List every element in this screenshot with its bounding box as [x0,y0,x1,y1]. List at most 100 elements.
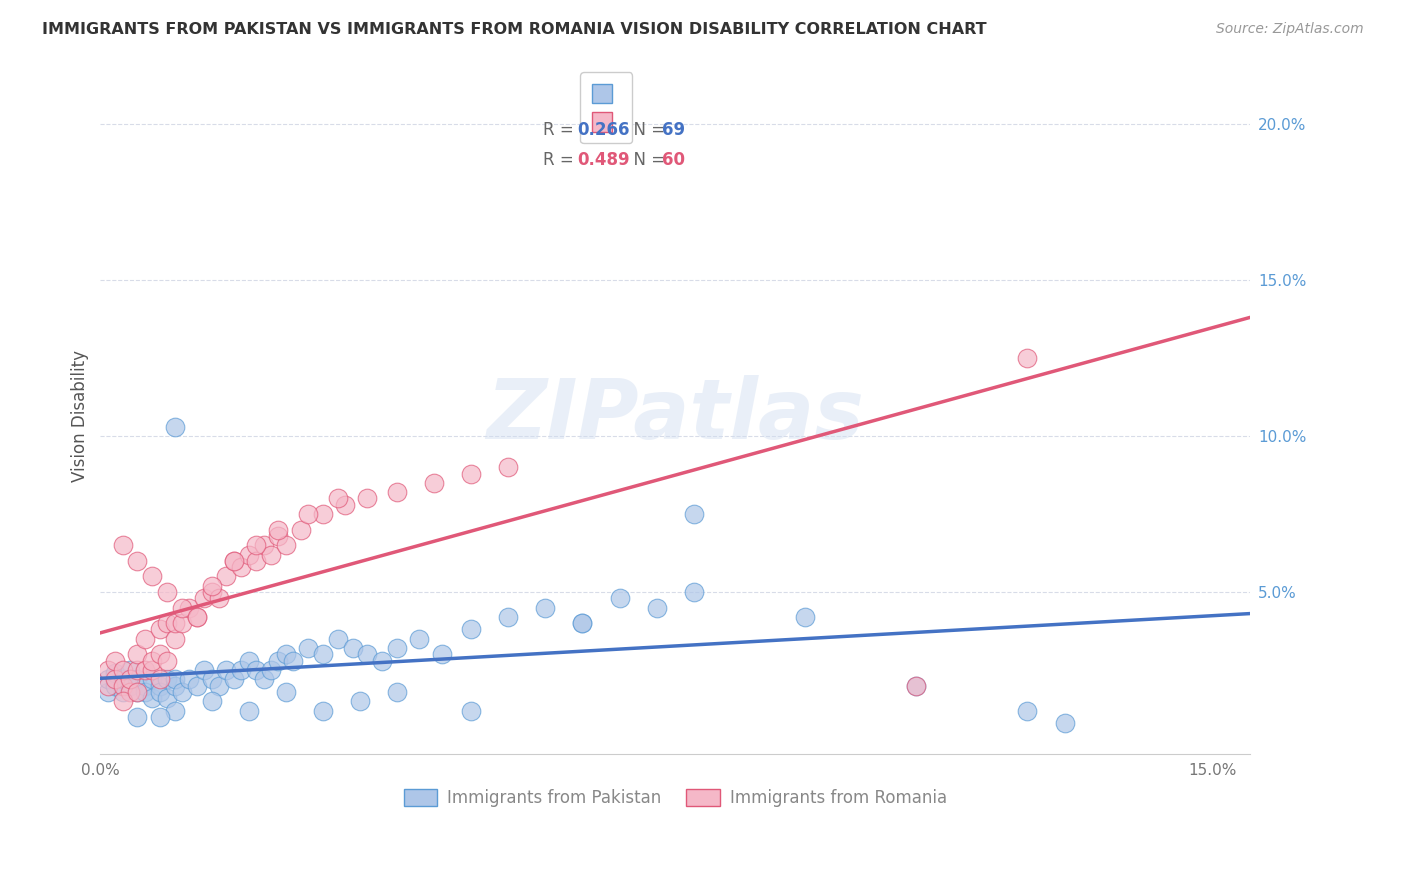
Point [245,538,267,552]
Point [111,663,134,677]
Text: R =: R = [543,151,579,169]
Point [215,569,238,583]
Point [118,685,141,699]
Point [283,654,305,668]
Point [430,648,453,662]
Point [274,538,297,552]
Point [793,610,815,624]
Point [141,691,163,706]
Point [326,632,349,646]
Point [127,685,149,699]
Point [193,591,215,606]
Point [385,641,408,656]
Point [645,600,668,615]
Point [193,663,215,677]
Point [179,600,201,615]
Point [163,679,186,693]
Point [127,710,149,724]
Point [127,673,149,687]
Point [111,679,134,693]
Point [104,679,127,693]
Point [222,554,245,568]
Point [238,704,260,718]
Point [156,585,179,599]
Point [260,663,283,677]
Point [111,685,134,699]
Point [231,560,253,574]
Point [231,663,253,677]
Point [163,632,186,646]
Point [460,623,482,637]
Point [1017,351,1039,365]
Point [609,591,631,606]
Point [222,554,245,568]
Point [312,507,335,521]
Point [97,673,120,687]
Text: 0.489: 0.489 [578,151,630,169]
Point [149,673,172,687]
Point [111,673,134,687]
Point [496,460,519,475]
Point [134,632,156,646]
Point [156,654,179,668]
Point [267,523,290,537]
Point [127,554,149,568]
Point [571,616,593,631]
Point [97,663,120,677]
Text: IMMIGRANTS FROM PAKISTAN VS IMMIGRANTS FROM ROMANIA VISION DISABILITY CORRELATIO: IMMIGRANTS FROM PAKISTAN VS IMMIGRANTS F… [42,22,987,37]
Point [141,654,163,668]
Point [156,616,179,631]
Point [297,641,319,656]
Text: R =: R = [543,121,579,139]
Point [252,673,274,687]
Point [1053,716,1076,731]
Point [179,673,201,687]
Point [134,663,156,677]
Text: Source: ZipAtlas.com: Source: ZipAtlas.com [1216,22,1364,37]
Point [186,610,208,624]
Point [200,579,222,593]
Point [186,679,208,693]
Point [170,600,193,615]
Point [423,475,446,490]
Point [134,685,156,699]
Point [170,616,193,631]
Point [312,704,335,718]
Point [260,548,283,562]
Point [460,467,482,481]
Point [186,610,208,624]
Point [163,704,186,718]
Point [274,648,297,662]
Y-axis label: Vision Disability: Vision Disability [72,350,89,482]
Text: 69: 69 [662,121,686,139]
Point [141,663,163,677]
Point [149,679,172,693]
Legend: Immigrants from Pakistan, Immigrants from Romania: Immigrants from Pakistan, Immigrants fro… [396,782,953,814]
Point [682,585,704,599]
Text: 60: 60 [662,151,686,169]
Point [252,538,274,552]
Point [297,507,319,521]
Point [208,679,231,693]
Point [118,663,141,677]
Point [356,648,378,662]
Point [349,694,371,708]
Point [333,498,356,512]
Point [326,491,349,506]
Point [200,694,222,708]
Point [156,691,179,706]
Point [208,591,231,606]
Point [215,663,238,677]
Point [408,632,430,646]
Point [97,685,120,699]
Point [312,648,335,662]
Point [149,710,172,724]
Point [274,685,297,699]
Point [290,523,312,537]
Point [200,673,222,687]
Point [267,654,290,668]
Point [111,694,134,708]
Point [156,673,179,687]
Point [118,679,141,693]
Point [245,663,267,677]
